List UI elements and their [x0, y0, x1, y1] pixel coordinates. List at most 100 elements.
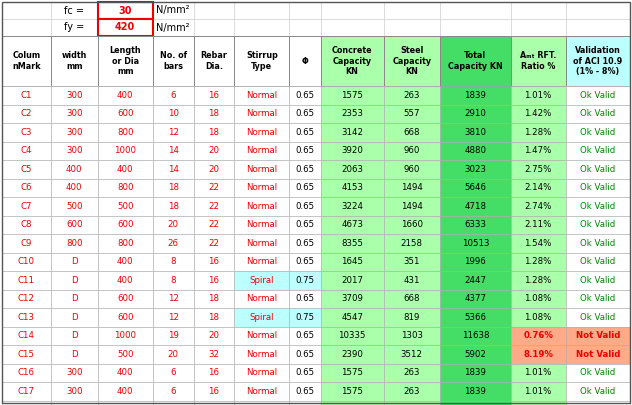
Bar: [320, 86, 384, 104]
Bar: [153, 179, 193, 197]
Bar: [384, 234, 440, 252]
Bar: [234, 234, 289, 252]
Bar: [566, 179, 630, 197]
Bar: [511, 382, 566, 401]
Text: 20: 20: [209, 146, 219, 155]
Text: 351: 351: [403, 257, 420, 266]
Bar: [234, 215, 289, 234]
Text: 300: 300: [66, 91, 82, 100]
Text: 0.65: 0.65: [295, 368, 315, 377]
Bar: [2, 2, 51, 19]
Bar: [320, 308, 384, 326]
Bar: [193, 401, 234, 405]
Bar: [234, 160, 289, 179]
Text: Not Valid: Not Valid: [576, 331, 620, 340]
Bar: [384, 382, 440, 401]
Bar: [234, 364, 289, 382]
Bar: [511, 252, 566, 271]
Text: 18: 18: [209, 128, 219, 137]
Bar: [289, 179, 320, 197]
Bar: [320, 123, 384, 141]
Text: 0.65: 0.65: [295, 350, 315, 359]
Text: 2.75%: 2.75%: [525, 165, 552, 174]
Text: 668: 668: [403, 294, 420, 303]
Text: 0.65: 0.65: [295, 294, 315, 303]
Bar: [384, 345, 440, 364]
Text: 22: 22: [209, 183, 219, 192]
Bar: [384, 141, 440, 160]
Bar: [153, 364, 193, 382]
Bar: [153, 271, 193, 290]
Text: Normal: Normal: [246, 387, 277, 396]
Text: C8: C8: [21, 220, 32, 229]
Bar: [234, 104, 289, 123]
Bar: [51, 123, 98, 141]
Bar: [51, 19, 98, 36]
Text: 4377: 4377: [465, 294, 487, 303]
Text: 400: 400: [66, 183, 82, 192]
Text: 431: 431: [403, 276, 420, 285]
Text: 400: 400: [117, 257, 133, 266]
Bar: [98, 2, 153, 19]
Bar: [566, 36, 630, 86]
Text: 300: 300: [66, 387, 82, 396]
Bar: [153, 382, 193, 401]
Text: 800: 800: [66, 239, 82, 248]
Bar: [289, 19, 320, 36]
Bar: [2, 271, 51, 290]
Bar: [2, 252, 51, 271]
Text: 12: 12: [167, 128, 179, 137]
Bar: [153, 86, 193, 104]
Bar: [384, 326, 440, 345]
Bar: [320, 271, 384, 290]
Bar: [440, 215, 511, 234]
Text: 1494: 1494: [401, 202, 423, 211]
Text: 1000: 1000: [114, 331, 137, 340]
Bar: [320, 215, 384, 234]
Bar: [566, 215, 630, 234]
Bar: [51, 160, 98, 179]
Text: 4547: 4547: [341, 313, 363, 322]
Bar: [2, 326, 51, 345]
Bar: [511, 401, 566, 405]
Bar: [98, 197, 153, 215]
Text: C16: C16: [18, 368, 35, 377]
Text: 400: 400: [117, 387, 133, 396]
Bar: [511, 345, 566, 364]
Bar: [193, 141, 234, 160]
Bar: [2, 141, 51, 160]
Bar: [51, 2, 98, 19]
Text: Concrete
Capacity
KN: Concrete Capacity KN: [332, 46, 372, 76]
Bar: [320, 2, 384, 19]
Bar: [234, 19, 289, 36]
Text: 400: 400: [117, 368, 133, 377]
Bar: [193, 197, 234, 215]
Bar: [193, 308, 234, 326]
Bar: [511, 86, 566, 104]
Text: 1.28%: 1.28%: [525, 276, 552, 285]
Text: 16: 16: [209, 257, 219, 266]
Bar: [193, 364, 234, 382]
Text: 960: 960: [404, 146, 420, 155]
Text: 8.19%: 8.19%: [523, 350, 553, 359]
Bar: [2, 382, 51, 401]
Text: 8355: 8355: [341, 239, 363, 248]
Bar: [440, 36, 511, 86]
Bar: [98, 2, 153, 19]
Text: Normal: Normal: [246, 128, 277, 137]
Text: 16: 16: [209, 387, 219, 396]
Bar: [440, 290, 511, 308]
Text: 6333: 6333: [465, 220, 487, 229]
Text: 2.14%: 2.14%: [525, 183, 552, 192]
Bar: [511, 308, 566, 326]
Bar: [2, 123, 51, 141]
Bar: [511, 197, 566, 215]
Text: 22: 22: [209, 239, 219, 248]
Text: 6: 6: [171, 91, 176, 100]
Text: 1839: 1839: [465, 387, 486, 396]
Bar: [511, 326, 566, 345]
Text: 2353: 2353: [341, 109, 363, 118]
Bar: [384, 86, 440, 104]
Text: 1660: 1660: [401, 220, 423, 229]
Bar: [193, 290, 234, 308]
